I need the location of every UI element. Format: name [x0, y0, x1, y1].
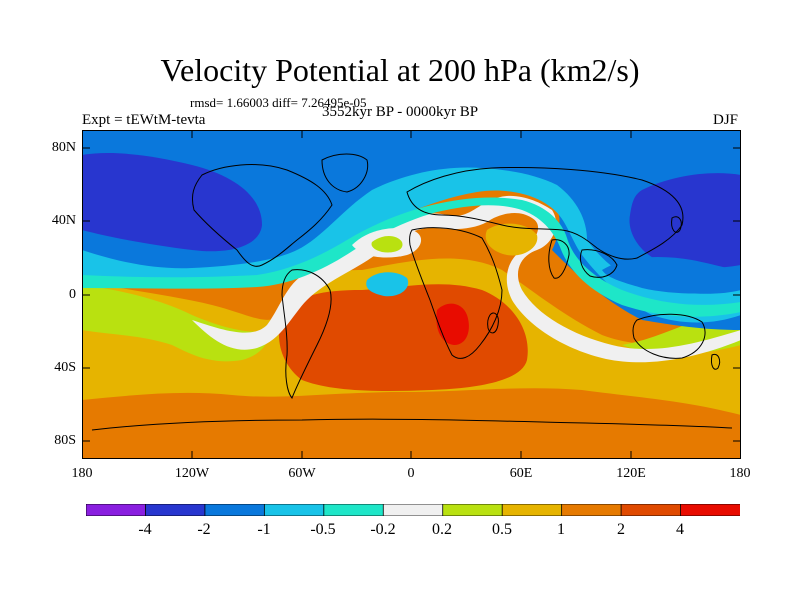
coastline-madagascar — [487, 312, 499, 334]
field-dark-blue-west — [82, 153, 262, 252]
colorbar-label: 0.2 — [432, 521, 452, 538]
field-light-blue — [82, 167, 741, 323]
field-teal — [82, 197, 741, 317]
season-label: DJF — [712, 112, 738, 128]
colorbar-svg — [86, 504, 740, 516]
colorbar-swatch — [561, 504, 622, 516]
colorbar-label: 2 — [617, 521, 625, 538]
colorbar-swatch — [263, 504, 325, 516]
period-label: 3552kyr BP - 0000kyr BP — [322, 104, 479, 120]
map-border — [82, 130, 741, 459]
coastline-new-zealand — [711, 353, 721, 370]
field-dark-blue-east — [629, 173, 741, 269]
coastline-africa — [409, 227, 503, 359]
colorbar-label: -0.2 — [370, 521, 396, 538]
y-label-80s: 80S — [54, 433, 76, 448]
field-yg-nafrica — [371, 236, 403, 253]
colorbar-label: -1 — [257, 521, 271, 538]
colorbar-swatch — [442, 504, 504, 516]
colorbar-swatch — [501, 504, 563, 516]
colorbar-swatch — [620, 504, 682, 516]
colorbar-swatch — [323, 504, 385, 516]
x-label-180-west: 180 — [71, 466, 93, 481]
x-label-120e: 120E — [616, 466, 646, 481]
coastline-australia — [632, 313, 706, 359]
colorbar-swatch — [382, 504, 444, 516]
coastline-europe-asia — [406, 167, 684, 260]
coastline-antarctica — [91, 418, 733, 431]
coastline-india — [548, 239, 570, 279]
field-red — [436, 303, 469, 345]
coastline-north-america — [191, 164, 333, 267]
coastlines — [91, 153, 733, 431]
colorbar-label: 4 — [676, 521, 684, 538]
colorbar-swatch — [680, 504, 740, 516]
colorbar — [86, 504, 740, 516]
axis-ticks — [82, 130, 741, 459]
coastline-greenland — [321, 153, 369, 193]
colorbar-label: -0.5 — [310, 521, 336, 538]
map-title: Velocity Potential at 200 hPa (km2/s) — [160, 52, 640, 88]
coastline-south-america — [281, 269, 332, 399]
colorbar-label: -4 — [138, 521, 152, 538]
colorbar-label: 0.5 — [492, 521, 512, 538]
y-label-80n: 80N — [51, 140, 76, 155]
colorbar-label: 1 — [557, 521, 565, 538]
x-label-60w: 60W — [288, 466, 316, 481]
x-label-60e: 60E — [509, 466, 533, 481]
experiment-label: Expt = tEWtM-tevta — [82, 112, 206, 128]
field-white-band — [192, 195, 741, 363]
colorbar-swatch — [86, 504, 147, 516]
y-label-40s: 40S — [54, 360, 76, 375]
field-blue-asia — [602, 257, 741, 294]
x-label-180-east: 180 — [729, 466, 751, 481]
field-gold-arabia — [485, 223, 538, 256]
field-red-orange — [278, 284, 528, 391]
map-svg — [82, 130, 741, 459]
field-lightblue-atl — [366, 272, 409, 297]
colorbar-swatch — [204, 504, 266, 516]
x-label-0: 0 — [407, 466, 415, 481]
colorbar-label: -2 — [197, 521, 211, 538]
coastline-japan — [671, 216, 682, 233]
rmsd-stats: rmsd= 1.66003 diff= 7.26495e-05 — [190, 95, 367, 110]
colorbar-swatch — [145, 504, 206, 516]
coastline-southeast-asia — [579, 249, 618, 278]
y-label-0: 0 — [69, 287, 76, 302]
x-label-120w: 120W — [174, 466, 210, 481]
field-blue-north — [82, 130, 741, 330]
y-label-40n: 40N — [51, 213, 76, 228]
map-plot — [82, 130, 741, 459]
